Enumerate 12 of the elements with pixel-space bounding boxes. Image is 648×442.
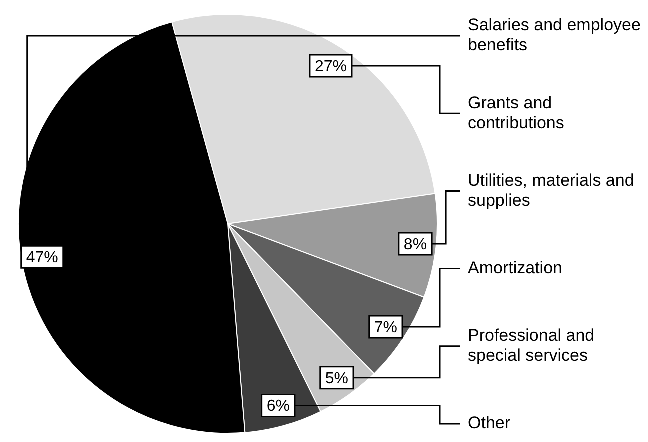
slice-label: Amortization [468, 258, 562, 278]
data-label: 27% [314, 58, 347, 76]
slice-label: Other [468, 414, 511, 433]
slice-label: Utilities, materials and supplies [468, 170, 634, 210]
slice-label: Salaries and employee benefits [468, 16, 641, 55]
data-label: 8% [404, 236, 428, 254]
slice-label: Professional and special services [468, 326, 595, 366]
data-label: 7% [374, 319, 398, 336]
data-label: 47% [26, 249, 58, 266]
data-label: 5% [325, 370, 349, 388]
data-label: 6% [266, 398, 290, 416]
slice-label: Grants and contributions [468, 93, 564, 132]
